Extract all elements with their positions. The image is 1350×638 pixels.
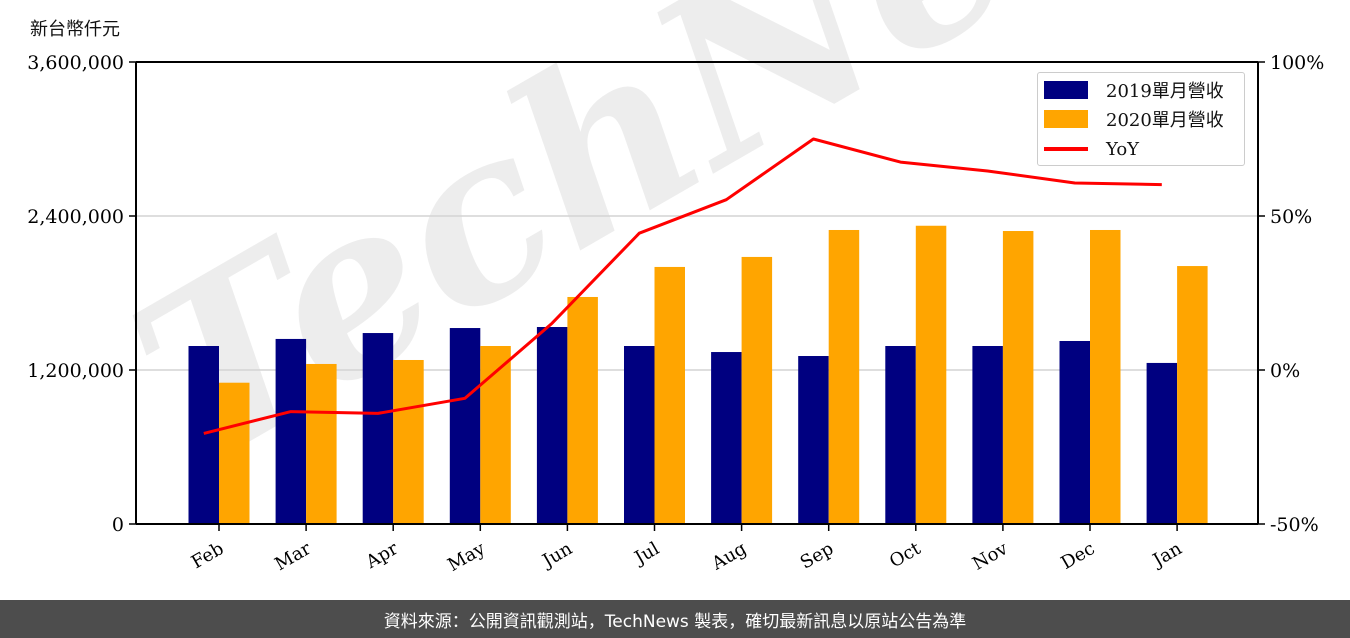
bar-2020-feb — [219, 382, 250, 524]
legend-item-yoy: YoY — [1038, 134, 1244, 164]
legend-item-2019: 2019單月營收 — [1038, 75, 1244, 105]
y-axis-unit-label: 新台幣仟元 — [30, 19, 120, 40]
x-tick-label-oct: Oct — [886, 538, 925, 573]
bar-2020-apr — [393, 359, 424, 524]
bar-2019-aug — [711, 352, 742, 524]
x-tick-label-dec: Dec — [1058, 538, 1099, 574]
bar-2019-nov — [972, 346, 1003, 524]
bar-2020-jun — [567, 296, 598, 524]
x-tick-label-mar: Mar — [271, 538, 315, 575]
legend-line-yoy — [1044, 147, 1088, 151]
bar-2019-mar — [275, 338, 307, 524]
x-tick-label-apr: Apr — [362, 538, 402, 573]
legend-label-2019: 2019單月營收 — [1106, 81, 1224, 102]
legend-item-2020: 2020單月營收 — [1038, 104, 1244, 134]
bar-2019-feb — [188, 346, 219, 524]
bar-2020-may — [480, 346, 511, 524]
x-tick-label-sep: Sep — [797, 538, 837, 573]
bar-2019-sep — [798, 356, 829, 524]
yoy-line-series — [203, 137, 1162, 435]
bar-2019-jan — [1146, 362, 1178, 524]
bar-2020-aug — [741, 256, 773, 524]
bar-2020-jul — [654, 266, 685, 524]
bar-2020-nov — [1002, 231, 1034, 524]
y-tick-label: 1,200,000 — [27, 360, 124, 382]
x-tick-label-aug: Aug — [707, 538, 750, 575]
x-tick-label-jan: Jan — [1148, 538, 1186, 572]
bar-2019-apr — [362, 333, 394, 524]
x-tick-label-jul: Jul — [629, 538, 663, 570]
yoy-line — [203, 137, 1162, 435]
bar-2019-dec — [1059, 340, 1090, 524]
bar-2020-jan — [1177, 266, 1208, 524]
bar-series — [188, 225, 1208, 524]
bar-2019-may — [449, 328, 481, 524]
bar-2020-mar — [306, 363, 337, 524]
legend-swatch-2019 — [1044, 81, 1088, 99]
bar-2019-jun — [536, 327, 568, 524]
legend-label-2020: 2020單月營收 — [1106, 110, 1224, 131]
y2-tick-label: 100% — [1270, 52, 1324, 74]
y-tick-label: 0 — [112, 514, 124, 536]
y2-tick-label: 50% — [1270, 206, 1312, 228]
x-tick-label-nov: Nov — [969, 538, 1012, 575]
bar-2020-sep — [828, 229, 860, 524]
x-tick-label-may: May — [444, 538, 489, 576]
x-tick-label-jun: Jun — [537, 538, 576, 573]
chart-legend: 2019單月營收 2020單月營收 YoY — [1037, 72, 1245, 166]
bar-2020-oct — [915, 225, 947, 524]
bar-2019-jul — [624, 346, 655, 524]
x-tick-label-feb: Feb — [188, 538, 228, 573]
y2-tick-label: 0% — [1270, 360, 1300, 382]
bar-2019-oct — [885, 346, 916, 524]
y-tick-label: 3,600,000 — [27, 52, 124, 74]
legend-label-yoy: YoY — [1106, 138, 1140, 160]
bar-2020-dec — [1090, 229, 1121, 524]
legend-swatch-2020 — [1044, 110, 1088, 128]
y-tick-label: 2,400,000 — [27, 206, 124, 228]
y2-tick-label: -50% — [1270, 514, 1319, 536]
source-footer: 資料來源：公開資訊觀測站，TechNews 製表，確切最新訊息以原站公告為準 — [0, 600, 1350, 638]
